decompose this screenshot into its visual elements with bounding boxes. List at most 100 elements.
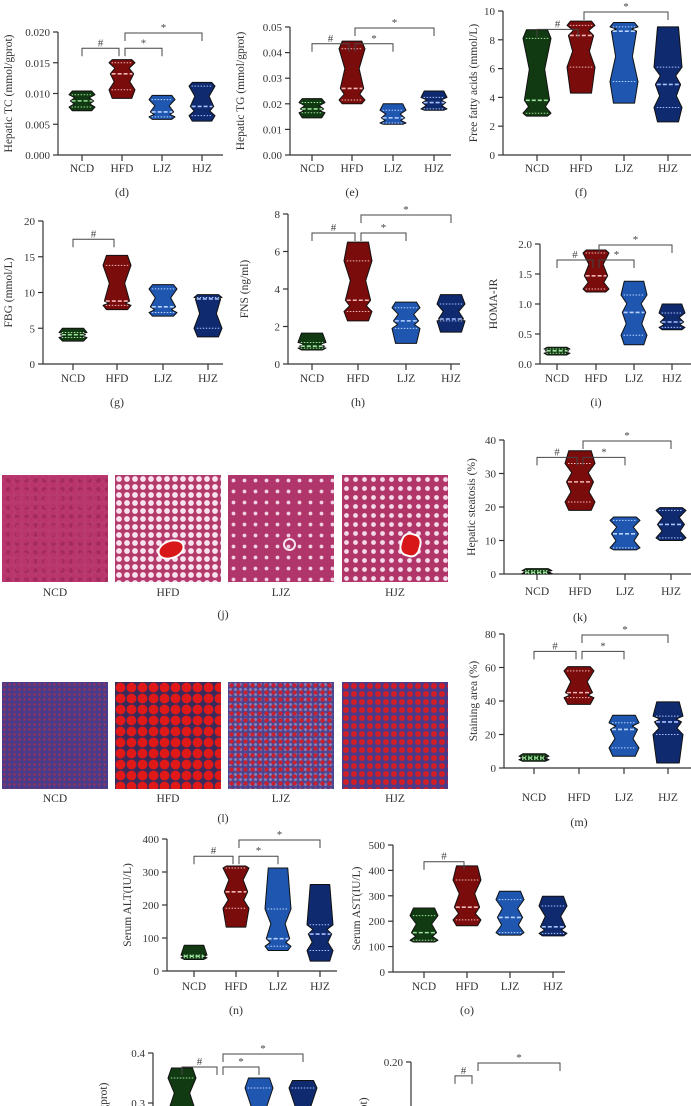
x-tick-label: HFD — [568, 586, 591, 598]
significance-bracket — [354, 27, 435, 36]
significance-mark: * — [371, 33, 377, 45]
x-tick-label: HJZ — [543, 981, 563, 993]
x-tick-label: HFD — [455, 981, 478, 993]
significance-bracket — [423, 861, 465, 870]
significance-bracket — [583, 11, 669, 20]
oilred-label-ljz: LJZ — [271, 793, 291, 805]
violin-hfd — [566, 20, 596, 94]
significance-mark: * — [633, 234, 639, 246]
y-tick-label: 0 — [275, 359, 281, 371]
y-tick-label: 4 — [490, 92, 496, 104]
violin-ljz — [609, 22, 639, 104]
oilred-image-hjz — [342, 682, 448, 789]
x-tick-label: LJZ — [625, 373, 644, 385]
y-tick-label: 80 — [485, 629, 497, 641]
significance-bracket — [360, 214, 452, 223]
chart-panel-d: 0.000 0.005 0.010 0.015 0.020 Hepatic TC (mmo… — [3, 22, 223, 199]
violin-ncd — [522, 29, 552, 117]
significance-mark: # — [441, 851, 447, 863]
significance-bracket — [581, 634, 669, 643]
y-tick-label: 20 — [485, 730, 497, 742]
violin-ljz — [495, 890, 525, 936]
y-tick-label: 2 — [275, 322, 281, 334]
y-tick-label: 0 — [154, 966, 160, 978]
significance-mark: # — [572, 249, 578, 261]
y-tick-label: 500 — [369, 840, 386, 852]
x-tick-label: NCD — [70, 163, 94, 175]
significance-bracket — [536, 28, 579, 38]
violin-hfd — [222, 865, 250, 928]
x-tick-label: HFD — [567, 792, 590, 804]
violin-hfd — [582, 249, 610, 293]
significance-bracket — [582, 456, 626, 466]
y-tick-label: 100 — [143, 933, 160, 945]
panel-label: (f) — [575, 185, 587, 199]
y-tick-label: 40 — [485, 435, 497, 447]
significance-bracket — [238, 839, 321, 848]
y-tick-label: 0.020 — [25, 27, 50, 39]
significance-mark: * — [622, 624, 628, 636]
significance-bracket — [193, 855, 234, 865]
he-label-hjz: HJZ — [385, 587, 405, 599]
x-tick-label: LJZ — [384, 163, 403, 175]
y-axis-label: Staining area (%) — [468, 661, 480, 742]
significance-mark: * — [392, 17, 398, 29]
significance-mark: * — [403, 204, 409, 216]
violin-ncd — [68, 90, 96, 112]
y-tick-label: 300 — [369, 891, 386, 903]
significance-bracket — [556, 259, 594, 268]
he-label-ljz: LJZ — [271, 587, 291, 599]
y-tick-label: 10 — [24, 288, 36, 300]
significance-mark: * — [256, 845, 262, 857]
y-tick-label: 200 — [369, 916, 386, 928]
significance-bracket — [72, 238, 115, 248]
panel-label: (h) — [351, 395, 365, 409]
y-tick-label: 0.03 — [263, 73, 283, 85]
significance-bracket — [311, 232, 356, 241]
x-tick-label: LJZ — [154, 373, 173, 385]
x-tick-label: LJZ — [153, 163, 172, 175]
significance-bracket — [536, 456, 578, 466]
violin-hjz — [658, 303, 686, 331]
x-tick-label: HJZ — [192, 163, 212, 175]
x-tick-label: HJZ — [424, 163, 444, 175]
oilred-image-hfd — [115, 682, 221, 789]
chart-panel-n: 0 100 200 300 400 Serum ALT(IU/L) NCD HFD LJZ HJZ… — [122, 829, 337, 1017]
x-tick-label: LJZ — [615, 163, 634, 175]
vessel-icon — [283, 538, 296, 551]
y-axis-label: Serum ALT(IU/L) — [122, 863, 134, 947]
violin-hjz — [420, 90, 448, 111]
x-tick-label: HJZ — [661, 586, 681, 598]
violin-ljz — [148, 94, 176, 120]
panel-label: (n) — [229, 1003, 243, 1017]
violin-hfd — [108, 59, 136, 99]
significance-bracket — [354, 43, 394, 52]
significance-mark: * — [601, 446, 607, 458]
significance-mark: * — [516, 1052, 522, 1064]
x-tick-label: NCD — [545, 373, 569, 385]
y-tick-label: 40 — [485, 696, 497, 708]
significance-bracket — [581, 650, 625, 660]
violin-hfd — [338, 40, 366, 105]
he-image-hfd — [115, 475, 221, 582]
violin-hjz — [288, 1080, 318, 1106]
violin-hjz — [306, 884, 334, 962]
x-tick-label: HFD — [569, 163, 592, 175]
significance-mark: # — [98, 37, 104, 49]
significance-bracket — [311, 43, 350, 52]
significance-mark: # — [91, 228, 97, 240]
y-tick-label: 400 — [369, 865, 386, 877]
significance-mark: * — [381, 222, 387, 234]
chart-panel-i: 0.0 0.5 1.0 1.5 2.0 HOMA-IR NCD HFD LJZ HJZ # * * (i) — [488, 234, 691, 409]
y-tick-label: 100 — [369, 942, 386, 954]
violin-ljz — [608, 714, 640, 757]
significance-bracket — [533, 650, 577, 660]
x-tick-label: NCD — [525, 163, 549, 175]
x-tick-label: NCD — [525, 586, 549, 598]
y-tick-label: 0 — [30, 359, 36, 371]
x-tick-label: NCD — [300, 163, 324, 175]
y-tick-label: 10 — [484, 6, 496, 18]
significance-bracket — [181, 1066, 218, 1075]
